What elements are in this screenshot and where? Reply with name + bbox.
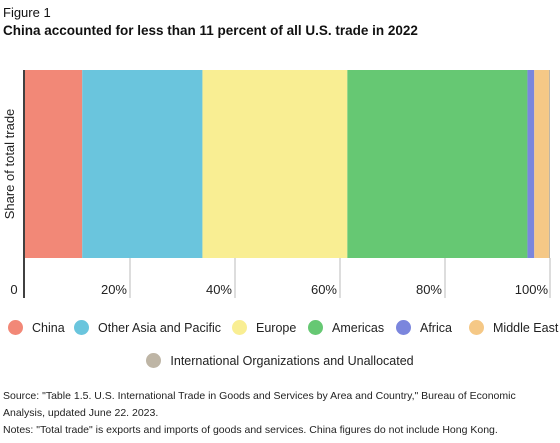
legend-swatch-middle-east [469, 320, 484, 335]
x-tick-label-40: 40% [206, 282, 232, 297]
legend-item-other-asia-and-pacific: Other Asia and Pacific [74, 320, 221, 335]
legend-swatch-europe [232, 320, 247, 335]
bar-segment-middle-east [534, 70, 549, 258]
legend-item-international-organizations-and-unallocated: International Organizations and Unalloca… [146, 353, 414, 368]
bar-segment-europe [202, 70, 348, 258]
stacked-bar-chart: Share of total trade 0 20% 40% 60% 80% 100% [2, 70, 551, 298]
legend-item-europe: Europe [232, 320, 296, 335]
legend-label-china: China [32, 320, 65, 335]
legend-swatch-china [8, 320, 23, 335]
legend-swatch-international-organizations-and-unallocated [146, 353, 162, 368]
legend-row-1: China Other Asia and Pacific Europe America… [8, 320, 560, 338]
chart-title: China accounted for less than 11 percent… [3, 23, 418, 38]
figure-label: Figure 1 [3, 5, 51, 20]
x-tick-label-60: 60% [311, 282, 337, 297]
y-axis-label: Share of total trade [2, 109, 17, 220]
footnote: Notes: "Total trade" is exports and impo… [3, 424, 498, 436]
legend-item-americas: Americas [308, 320, 384, 335]
bar-segment-americas [347, 70, 528, 258]
legend-label-americas: Americas [332, 320, 385, 335]
x-tick-label-20: 20% [101, 282, 127, 297]
legend-item-africa: Africa [396, 320, 452, 335]
source-note: Source: "Table 1.5. U.S. International T… [3, 390, 516, 419]
bar-segment-other-asia-and-pacific [82, 70, 203, 258]
x-tick-label-0: 0 [10, 282, 17, 297]
legend-row-2: International Organizations and Unalloca… [0, 353, 560, 371]
legend-item-china: China [8, 320, 65, 335]
legend-label-africa: Africa [420, 320, 452, 335]
bar-segment-international-organizations-and-unallocated [548, 70, 550, 258]
x-tick-label-80: 80% [416, 282, 442, 297]
legend-swatch-other-asia-and-pacific [74, 320, 89, 335]
bar-segment-africa [527, 70, 535, 258]
legend-item-middle-east: Middle East [469, 320, 558, 335]
legend-label-other-asia-and-pacific: Other Asia and Pacific [98, 320, 221, 335]
legend-label-middle-east: Middle East [493, 320, 559, 335]
legend-label-international-organizations-and-unallocated: International Organizations and Unalloca… [170, 353, 414, 368]
bar-segment-china [25, 70, 83, 258]
x-tick-label-100: 100% [515, 282, 549, 297]
legend-swatch-africa [396, 320, 411, 335]
legend-swatch-americas [308, 320, 323, 335]
legend-label-europe: Europe [256, 320, 297, 335]
chart-notes: Source: "Table 1.5. U.S. International T… [3, 388, 555, 439]
